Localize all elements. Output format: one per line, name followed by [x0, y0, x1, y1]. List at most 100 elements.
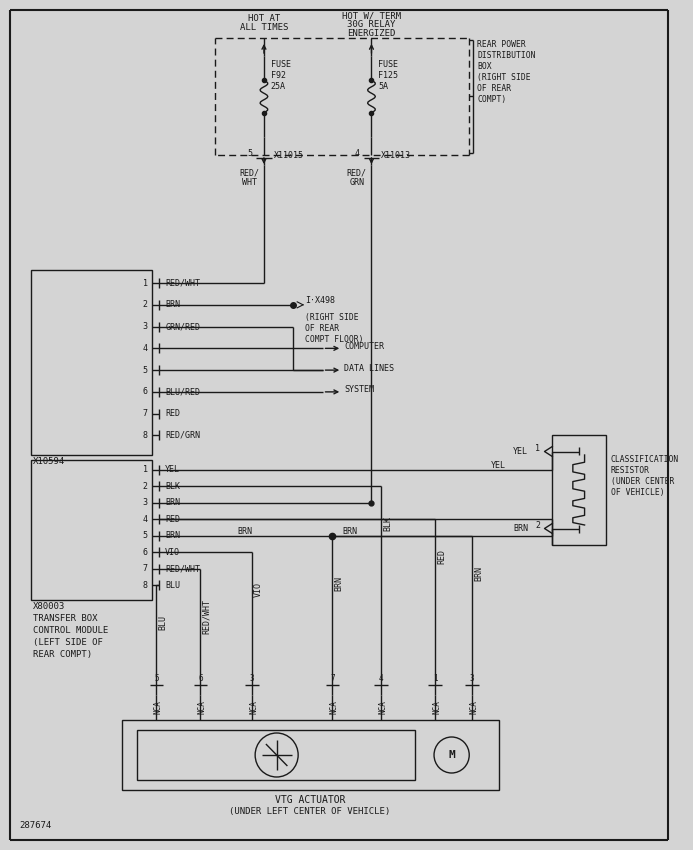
- Text: 7: 7: [143, 564, 148, 573]
- Text: NCA: NCA: [469, 700, 478, 714]
- Text: 7: 7: [143, 409, 148, 418]
- Text: BLK: BLK: [383, 516, 392, 531]
- Text: YEL: YEL: [165, 466, 180, 474]
- Text: 4: 4: [379, 674, 383, 683]
- Text: VIO: VIO: [165, 547, 180, 557]
- Text: 2: 2: [143, 482, 148, 490]
- Text: YEL: YEL: [514, 447, 528, 456]
- Text: FUSE: FUSE: [271, 60, 291, 69]
- Text: X10594: X10594: [33, 457, 65, 466]
- Text: BRN: BRN: [474, 566, 483, 581]
- Text: HOT AT: HOT AT: [248, 14, 280, 23]
- Text: ENERGIZED: ENERGIZED: [347, 29, 396, 38]
- Text: 3: 3: [470, 674, 475, 683]
- Text: 8: 8: [143, 581, 148, 590]
- Text: DATA LINES: DATA LINES: [344, 364, 394, 372]
- Text: BLU: BLU: [159, 615, 168, 630]
- Text: BRN: BRN: [238, 527, 253, 536]
- Text: OF REAR: OF REAR: [477, 84, 511, 93]
- Text: REAR POWER: REAR POWER: [477, 40, 526, 49]
- Text: OF REAR: OF REAR: [305, 324, 339, 333]
- Text: 2: 2: [535, 520, 540, 530]
- Text: 3: 3: [250, 674, 254, 683]
- Text: 4: 4: [143, 344, 148, 353]
- Text: BLK: BLK: [165, 482, 180, 490]
- Text: 4: 4: [143, 515, 148, 524]
- Text: 7: 7: [330, 674, 335, 683]
- Text: 6: 6: [143, 388, 148, 396]
- Text: TRANSFER BOX: TRANSFER BOX: [33, 614, 98, 623]
- Text: 3: 3: [143, 498, 148, 507]
- Text: SYSTEM: SYSTEM: [344, 385, 374, 394]
- Text: NCA: NCA: [329, 700, 338, 714]
- Text: RED/WHT: RED/WHT: [165, 279, 200, 287]
- Text: 3: 3: [143, 322, 148, 332]
- Text: RED/: RED/: [346, 168, 367, 177]
- Text: 6: 6: [143, 547, 148, 557]
- Text: RED/WHT: RED/WHT: [165, 564, 200, 573]
- Text: GRN/RED: GRN/RED: [165, 322, 200, 332]
- Text: NCA: NCA: [153, 700, 162, 714]
- Text: DISTRIBUTION: DISTRIBUTION: [477, 51, 536, 60]
- Text: 1: 1: [143, 279, 148, 287]
- Text: RED: RED: [437, 549, 446, 564]
- Text: 5: 5: [143, 531, 148, 541]
- Text: COMPT FLOOR): COMPT FLOOR): [305, 335, 364, 343]
- Text: F125: F125: [378, 71, 398, 80]
- Text: 5A: 5A: [378, 82, 388, 91]
- Text: NCA: NCA: [378, 700, 387, 714]
- Text: X11015: X11015: [274, 150, 304, 160]
- Text: RED: RED: [165, 409, 180, 418]
- Text: WHT: WHT: [242, 178, 257, 187]
- Text: BLU/RED: BLU/RED: [165, 388, 200, 396]
- Text: BLU: BLU: [165, 581, 180, 590]
- Text: NCA: NCA: [198, 700, 207, 714]
- Text: 6: 6: [198, 674, 203, 683]
- Text: GRN: GRN: [349, 178, 365, 187]
- Text: X11013: X11013: [381, 150, 411, 160]
- Text: OF VEHICLE): OF VEHICLE): [611, 488, 665, 497]
- Text: (RIGHT SIDE: (RIGHT SIDE: [305, 313, 358, 322]
- Text: ALL TIMES: ALL TIMES: [240, 23, 288, 32]
- Text: BRN: BRN: [165, 300, 180, 309]
- Text: CONTROL MODULE: CONTROL MODULE: [33, 626, 109, 635]
- Text: BRN: BRN: [334, 575, 343, 591]
- Text: RESISTOR: RESISTOR: [611, 466, 650, 475]
- Text: BOX: BOX: [477, 62, 491, 71]
- Text: 1: 1: [535, 444, 540, 452]
- Text: VTG ACTUATOR: VTG ACTUATOR: [274, 795, 345, 805]
- Text: (UNDER CENTER: (UNDER CENTER: [611, 477, 674, 486]
- Text: X80003: X80003: [33, 602, 65, 611]
- Text: YEL: YEL: [491, 461, 505, 470]
- Text: RED/: RED/: [239, 168, 259, 177]
- Text: 5: 5: [154, 674, 159, 683]
- Text: BRN: BRN: [342, 527, 357, 536]
- Text: (RIGHT SIDE: (RIGHT SIDE: [477, 73, 531, 82]
- Text: COMPT): COMPT): [477, 95, 507, 104]
- Text: BRN: BRN: [165, 498, 180, 507]
- Text: (LEFT SIDE OF: (LEFT SIDE OF: [33, 638, 103, 647]
- Text: VIO: VIO: [254, 582, 263, 598]
- Text: 8: 8: [143, 431, 148, 440]
- Text: M: M: [448, 750, 455, 760]
- Text: 25A: 25A: [271, 82, 286, 91]
- Text: COMPUTER: COMPUTER: [344, 342, 384, 351]
- Text: (UNDER LEFT CENTER OF VEHICLE): (UNDER LEFT CENTER OF VEHICLE): [229, 807, 391, 816]
- Text: CLASSIFICATION: CLASSIFICATION: [611, 455, 679, 464]
- Text: BRN: BRN: [514, 524, 528, 533]
- Text: RED/GRN: RED/GRN: [165, 431, 200, 440]
- Text: REAR COMPT): REAR COMPT): [33, 650, 92, 659]
- Text: RED: RED: [165, 515, 180, 524]
- Text: NCA: NCA: [249, 700, 258, 714]
- Text: 5: 5: [247, 149, 252, 157]
- Text: F92: F92: [271, 71, 286, 80]
- Text: HOT W/ TERM: HOT W/ TERM: [342, 11, 401, 20]
- Text: FUSE: FUSE: [378, 60, 398, 69]
- Text: 4: 4: [355, 149, 360, 157]
- Text: NCA: NCA: [432, 700, 441, 714]
- Text: 1: 1: [143, 466, 148, 474]
- Text: 2: 2: [143, 300, 148, 309]
- Text: RED/WHT: RED/WHT: [202, 598, 211, 634]
- Text: 5: 5: [143, 366, 148, 375]
- Text: 30G RELAY: 30G RELAY: [347, 20, 396, 29]
